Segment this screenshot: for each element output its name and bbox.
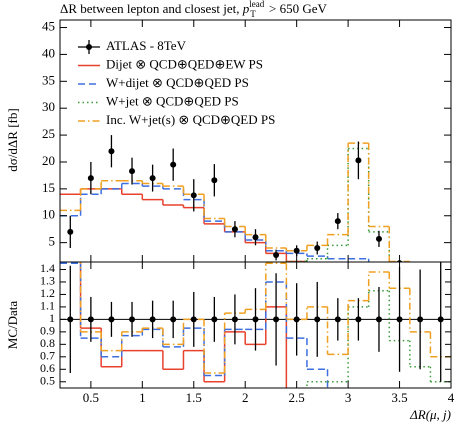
ratio-tick-label: 0.5 xyxy=(40,374,55,388)
x-tick-label: 3.5 xyxy=(391,390,407,405)
ratio-axis-label: MC/Data xyxy=(5,301,20,350)
data-point xyxy=(252,234,259,241)
data-point xyxy=(190,192,197,199)
x-tick-label: 1.5 xyxy=(186,390,202,405)
data-point xyxy=(396,316,403,323)
data-point xyxy=(170,316,177,323)
y-tick-label: 20 xyxy=(42,153,55,168)
ratio-tick-label: 1.2 xyxy=(40,286,55,300)
data-point xyxy=(417,262,423,268)
legend-symbol xyxy=(86,44,92,50)
ratio-tick-label: 1 xyxy=(49,311,55,325)
y-tick-label: 10 xyxy=(42,207,55,222)
title-text: ΔR between lepton and closest jet, xyxy=(60,1,243,16)
ratio-panel xyxy=(60,262,451,388)
title-sup: lead xyxy=(249,0,264,9)
x-tick-label: 4 xyxy=(448,390,455,405)
x-tick-label: 2 xyxy=(242,390,249,405)
legend-label: ATLAS - 8TeV xyxy=(106,38,187,53)
data-point xyxy=(129,316,136,323)
data-point xyxy=(108,148,115,155)
ratio-tick-label: 1.4 xyxy=(40,261,55,275)
data-point xyxy=(87,175,94,182)
data-point xyxy=(252,316,259,323)
legend-label: Inc. W+jet(s) ⊗ QCD⊕QED PS xyxy=(106,112,275,127)
data-point xyxy=(170,161,177,168)
x-axis-label: ΔR(μ, j) xyxy=(409,407,451,422)
data-point xyxy=(417,316,424,323)
x-tick-label: 1 xyxy=(139,390,146,405)
data-point xyxy=(149,316,156,323)
main-panel xyxy=(60,135,423,268)
data-point xyxy=(67,228,74,235)
legend-label: W+dijet ⊗ QCD⊕QED PS xyxy=(106,75,249,90)
chart-title: ΔR between lepton and closest jet, plead… xyxy=(60,0,327,19)
title-text: > 650 GeV xyxy=(266,1,328,16)
data-point xyxy=(190,316,197,323)
legend-label: Dijet ⊗ QCD⊕QED⊕EW PS xyxy=(106,56,263,71)
data-point xyxy=(273,252,280,259)
ratio-tick-label: 1.3 xyxy=(40,274,55,288)
data-point xyxy=(355,316,362,323)
data-point xyxy=(67,316,74,323)
data-point xyxy=(211,316,218,323)
data-point xyxy=(293,247,300,254)
ratio-tick-label: 1.1 xyxy=(40,299,55,313)
y-tick-label: 45 xyxy=(42,19,55,34)
title-sub: T xyxy=(250,9,256,19)
x-tick-label: 0.5 xyxy=(83,390,99,405)
legend-bg xyxy=(72,36,322,132)
y-axis-label: dσ/dΔR [fb] xyxy=(5,108,20,171)
y-tick-label: 30 xyxy=(42,99,55,114)
data-point xyxy=(211,177,218,184)
y-tick-label: 15 xyxy=(42,180,55,195)
data-point xyxy=(375,316,382,323)
data-point xyxy=(334,218,341,225)
ratio-tick-label: 0.7 xyxy=(40,349,55,363)
title-text: p xyxy=(242,1,250,16)
y-tick-label: 5 xyxy=(49,234,56,249)
data-point xyxy=(334,316,341,323)
ratio-frame xyxy=(59,261,452,389)
ratio-tick-label: 0.6 xyxy=(40,361,55,375)
ratio-tick-label: 0.8 xyxy=(40,336,55,350)
y-tick-label: 40 xyxy=(42,45,55,60)
data-point xyxy=(149,175,156,182)
data-point xyxy=(375,235,382,242)
data-point xyxy=(231,316,238,323)
data-point xyxy=(355,157,362,164)
data-point xyxy=(314,245,321,252)
data-point xyxy=(437,316,444,323)
legend-label: W+jet ⊗ QCD⊕QED PS xyxy=(106,93,239,108)
data-point xyxy=(108,316,115,323)
ratio-tick-label: 0.9 xyxy=(40,324,55,338)
data-point xyxy=(129,168,136,175)
data-point xyxy=(231,226,238,233)
x-tick-label: 2.5 xyxy=(289,390,305,405)
data-point xyxy=(87,316,94,323)
y-tick-label: 35 xyxy=(42,72,55,87)
x-tick-label: 3 xyxy=(345,390,352,405)
data-point xyxy=(273,316,280,323)
y-tick-label: 25 xyxy=(42,126,55,141)
data-point xyxy=(314,316,321,323)
data-point xyxy=(293,316,300,323)
